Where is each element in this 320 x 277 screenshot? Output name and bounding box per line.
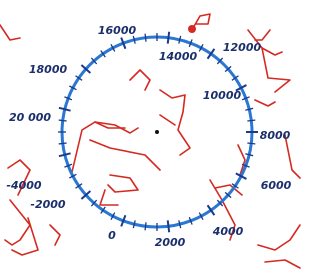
year-label: 16000: [98, 24, 137, 37]
year-label: 12000: [223, 41, 262, 54]
tick: [247, 120, 255, 121]
tick: [59, 153, 71, 156]
year-label: 0: [108, 229, 116, 242]
year-label: 14000: [159, 50, 198, 63]
year-label: 6000: [261, 179, 292, 192]
tick: [59, 108, 71, 111]
year-label: 18000: [29, 63, 68, 76]
tick: [247, 143, 255, 144]
year-label: 2000: [155, 236, 186, 249]
tick: [145, 34, 146, 42]
precession-diagram: 16000 14000 12000 10000 8000 6000 4000 2…: [0, 0, 302, 277]
tick: [145, 222, 146, 230]
year-label: -2000: [30, 198, 66, 211]
tick: [168, 220, 169, 232]
year-label: 4000: [212, 225, 244, 238]
center-point: [155, 130, 159, 134]
tick: [59, 120, 67, 121]
year-label: -4000: [6, 179, 42, 192]
year-label: 20 000: [9, 111, 51, 124]
tick: [59, 143, 67, 144]
year-label: 10000: [203, 89, 242, 102]
year-label: 8000: [260, 129, 291, 142]
tick: [168, 32, 169, 44]
